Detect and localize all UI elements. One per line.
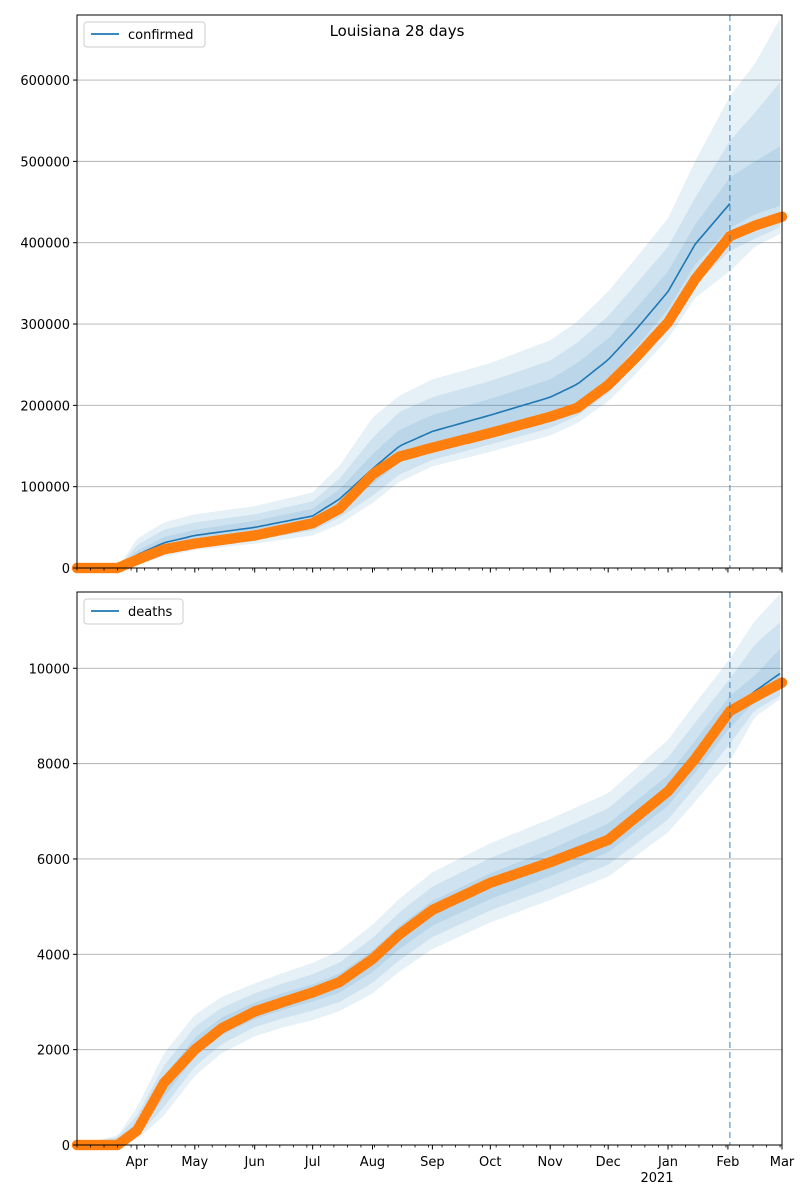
month-labels: Apr May Jun Jul Aug Sep Oct Nov Dec Jan Feb Mar bbox=[126, 1155, 795, 1170]
deaths-y-tick-label: 6000 bbox=[37, 853, 70, 868]
deaths-y-axis: 0 2000 4000 6000 8000 10000 bbox=[29, 662, 77, 1154]
confirmed-plot-frame bbox=[76, 14, 783, 569]
confirmed-band-99 bbox=[77, 18, 781, 568]
confirmed-y-tick-label: 600000 bbox=[20, 74, 70, 89]
month-label: Jul bbox=[304, 1155, 321, 1170]
year-label: 2021 bbox=[640, 1171, 673, 1186]
month-label: Feb bbox=[716, 1155, 739, 1170]
month-label: Aug bbox=[360, 1155, 385, 1170]
deaths-observed-points bbox=[71, 677, 788, 1151]
month-label: Apr bbox=[126, 1155, 149, 1170]
deaths-x-axis bbox=[76, 1145, 783, 1150]
deaths-y-tick-label: 10000 bbox=[29, 662, 70, 677]
confirmed-y-tick-label: 0 bbox=[62, 562, 70, 577]
confirmed-gridlines bbox=[77, 79, 782, 488]
confirmed-y-axis: 0 100000 200000 300000 400000 500000 600000 bbox=[20, 74, 77, 577]
deaths-legend-box bbox=[83, 598, 184, 625]
confirmed-panel: 0 100000 200000 300000 400000 500000 600000 co… bbox=[20, 14, 788, 577]
confirmed-y-tick-label: 100000 bbox=[20, 481, 70, 496]
deaths-gridlines bbox=[77, 667, 782, 1051]
confirmed-y-tick-label: 200000 bbox=[20, 399, 70, 414]
confirmed-y-tick-label: 400000 bbox=[20, 237, 70, 252]
deaths-y-tick-label: 4000 bbox=[37, 948, 70, 963]
month-label: Mar bbox=[770, 1155, 795, 1170]
month-label: Oct bbox=[479, 1155, 501, 1170]
confirmed-y-tick-label: 500000 bbox=[20, 155, 70, 170]
confirmed-legend-box bbox=[83, 21, 206, 48]
deaths-legend: deaths bbox=[83, 598, 184, 625]
month-label: Jan bbox=[657, 1155, 678, 1170]
month-label: May bbox=[181, 1155, 208, 1170]
confirmed-legend-label: confirmed bbox=[128, 28, 194, 43]
confirmed-legend: confirmed bbox=[83, 21, 206, 48]
confirmed-y-tick-label: 300000 bbox=[20, 318, 70, 333]
chart-title: Louisiana 28 days bbox=[330, 22, 465, 40]
deaths-y-tick-label: 8000 bbox=[37, 758, 70, 773]
month-label: Sep bbox=[420, 1155, 445, 1170]
deaths-legend-label: deaths bbox=[128, 605, 173, 620]
month-label: Jun bbox=[244, 1155, 265, 1170]
deaths-y-tick-label: 2000 bbox=[37, 1044, 70, 1059]
confirmed-model-line bbox=[77, 203, 731, 569]
month-label: Dec bbox=[596, 1155, 621, 1170]
deaths-panel: 0 2000 4000 6000 8000 10000 deaths bbox=[29, 591, 788, 1154]
month-label: Nov bbox=[538, 1155, 564, 1170]
confirmed-x-axis bbox=[76, 568, 783, 573]
deaths-plot-frame bbox=[76, 591, 783, 1146]
deaths-y-tick-label: 0 bbox=[62, 1139, 70, 1154]
confirmed-model-line-path bbox=[77, 203, 731, 569]
